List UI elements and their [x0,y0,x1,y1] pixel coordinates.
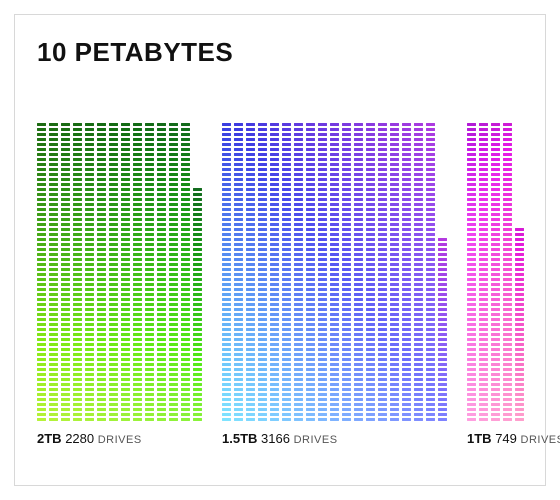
drive-column [294,123,303,421]
drive-column [438,238,447,421]
drive-column [426,123,435,421]
drive-column [491,123,500,421]
drive-column [246,123,255,421]
1tb-block-columns [467,86,560,421]
unit-label: DRIVES [294,434,338,446]
drive-column [234,123,243,421]
drive-column [515,228,524,421]
drive-column [503,123,512,421]
drive-column [366,123,375,421]
size-label: 2TB [37,431,62,446]
drive-column [414,123,423,421]
drive-column [479,123,488,421]
drive-column [181,123,190,421]
drive-count: 749 [495,431,517,446]
1_5tb-block-columns [222,86,447,421]
2tb-block-caption: 2TB 2280 DRIVES [37,431,202,446]
1_5tb-block-caption: 1.5TB 3166 DRIVES [222,431,447,446]
unit-label: DRIVES [521,434,560,446]
drive-column [193,188,202,421]
drive-column [49,123,58,421]
drive-column [37,123,46,421]
2tb-block: 2TB 2280 DRIVES [37,86,202,446]
drive-column [378,123,387,421]
drive-column [133,123,142,421]
drive-count: 3166 [261,431,290,446]
1tb-block-caption: 1TB 749 DRIVES [467,431,560,446]
size-label: 1.5TB [222,431,257,446]
drive-column [342,123,351,421]
1tb-block: 1TB 749 DRIVES [467,86,560,446]
size-label: 1TB [467,431,492,446]
drive-column [390,123,399,421]
drive-column [73,123,82,421]
drive-column [157,123,166,421]
infographic-panel: 10 PETABYTES 2TB 2280 DRIVES1.5TB 3166 D… [14,14,546,486]
drive-chart: 2TB 2280 DRIVES1.5TB 3166 DRIVES1TB 749 … [37,86,523,446]
infographic-frame: 10 PETABYTES 2TB 2280 DRIVES1.5TB 3166 D… [0,0,560,500]
drive-column [467,123,476,421]
1_5tb-block: 1.5TB 3166 DRIVES [222,86,447,446]
drive-column [222,123,231,421]
drive-column [306,123,315,421]
drive-column [169,123,178,421]
drive-column [270,123,279,421]
drive-column [282,123,291,421]
unit-label: DRIVES [98,434,142,446]
2tb-block-columns [37,86,202,421]
drive-column [402,123,411,421]
drive-column [318,123,327,421]
drive-column [109,123,118,421]
drive-column [330,123,339,421]
drive-column [121,123,130,421]
drive-column [97,123,106,421]
drive-column [85,123,94,421]
drive-column [61,123,70,421]
drive-column [145,123,154,421]
drive-column [354,123,363,421]
drive-column [258,123,267,421]
page-title: 10 PETABYTES [37,37,523,68]
drive-count: 2280 [65,431,94,446]
